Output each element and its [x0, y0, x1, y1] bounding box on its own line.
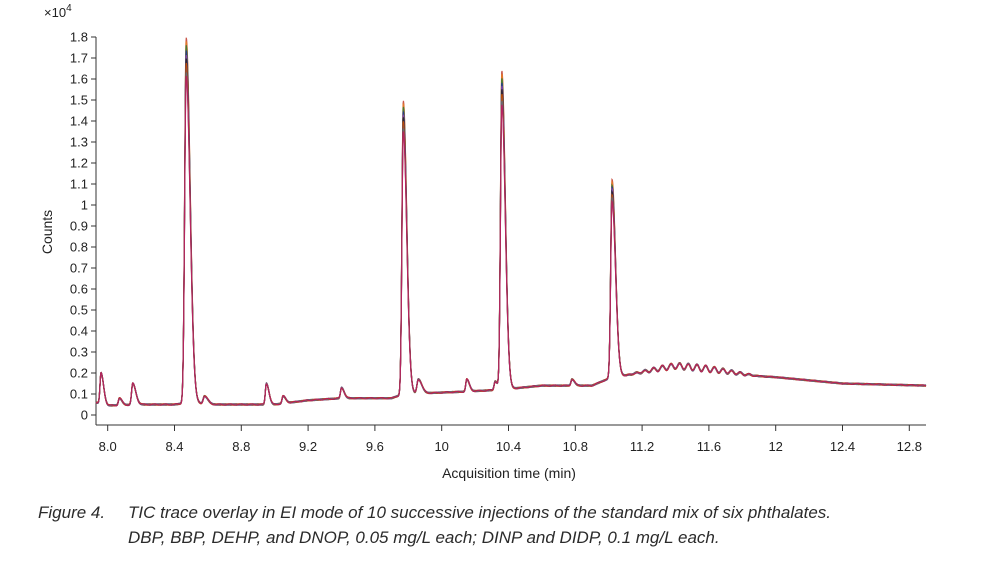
- x-tick-label: 10.8: [563, 439, 588, 454]
- caption-line-2: DBP, BBP, DEHP, and DNOP, 0.05 mg/L each…: [128, 528, 720, 547]
- y-tick-label: 0.9: [70, 219, 88, 234]
- chromatogram-traces: [95, 37, 927, 407]
- y-tick-label: 0.8: [70, 240, 88, 255]
- figure-caption: Figure 4. TIC trace overlay in EI mode of…: [38, 500, 978, 550]
- tic-chart: 0 0.1 0.2 0.3 0.4 0.5 0.6 0.7 0.8 0.9 1 1.1 1.2 1.3 1.…: [39, 3, 927, 481]
- y-axis-title: Counts: [39, 210, 55, 254]
- x-tick-label: 9.6: [366, 439, 384, 454]
- caption-line-1: TIC trace overlay in EI mode of 10 succe…: [128, 503, 832, 522]
- y-tick-label: 0.1: [70, 387, 88, 402]
- x-tick-label: 8.0: [99, 439, 117, 454]
- figure-number: Figure 4.: [38, 503, 106, 522]
- tic-trace-injection-6: [95, 58, 927, 407]
- y-tick-label: 0.4: [70, 324, 88, 339]
- tic-trace-injection-4: [95, 50, 927, 407]
- y-tick-label: 1.2: [70, 156, 88, 171]
- tic-trace-injection-9: [95, 72, 927, 407]
- y-tick-label: 1.7: [70, 51, 88, 66]
- x-tick-label: 12.4: [830, 439, 855, 454]
- y-tick-label: 1.3: [70, 135, 88, 150]
- tic-trace-injection-2: [95, 41, 927, 407]
- y-tick-label: 1.6: [70, 72, 88, 87]
- tic-trace-injection-5: [95, 55, 927, 407]
- y-tick-label: 1.4: [70, 114, 88, 129]
- tic-trace-injection-8: [95, 68, 927, 407]
- tic-trace-injection-7: [95, 62, 926, 407]
- y-tick-label: 0.7: [70, 261, 88, 276]
- x-tick-label: 11.6: [697, 439, 721, 454]
- x-axis-title: Acquisition time (min): [442, 465, 576, 481]
- x-tick-label: 11.2: [630, 439, 654, 454]
- y-tick-label: 1.5: [70, 93, 88, 108]
- y-tick-label: 0.5: [70, 303, 88, 318]
- tic-trace-injection-3: [95, 45, 927, 407]
- x-tick-label: 8.4: [165, 439, 183, 454]
- x-tick-label: 10: [434, 439, 448, 454]
- x-tick-label: 10.4: [496, 439, 521, 454]
- x-tick-label: 8.8: [232, 439, 250, 454]
- y-tick-label: 0.6: [70, 282, 88, 297]
- tic-trace-injection-10: [96, 75, 927, 407]
- y-tick-label: 0.3: [70, 345, 88, 360]
- y-tick-label: 1: [81, 198, 88, 213]
- y-axis: 0 0.1 0.2 0.3 0.4 0.5 0.6 0.7 0.8 0.9 1 1.1 1.2 1.3 1.…: [70, 30, 97, 425]
- tic-trace-injection-1: [95, 37, 927, 407]
- x-axis: 8.0 8.4 8.8 9.2 9.6 10 10.4 10.8 11.2 11.6 12 12.4 1…: [96, 424, 926, 454]
- y-tick-label: 0: [81, 408, 88, 423]
- y-tick-label: 0.2: [70, 366, 88, 381]
- y-tick-label: 1.8: [70, 30, 88, 45]
- x-tick-label: 12.8: [897, 439, 922, 454]
- y-tick-label: 1.1: [70, 177, 88, 192]
- x-tick-label: 9.2: [299, 439, 317, 454]
- y-axis-multiplier: ×104: [44, 3, 72, 20]
- x-tick-label: 12: [768, 439, 782, 454]
